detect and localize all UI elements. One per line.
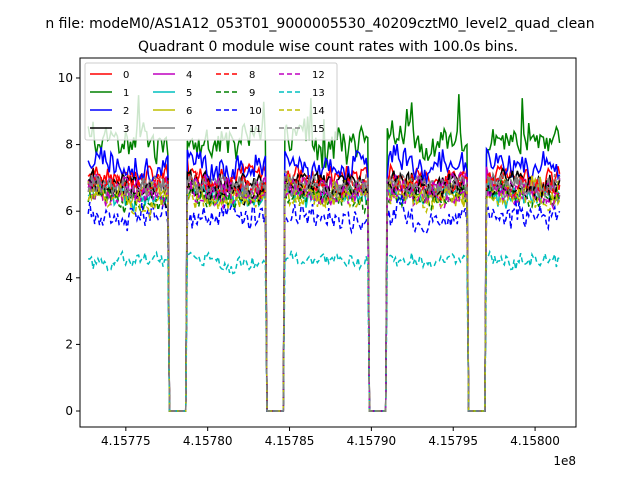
series-line-12 [87,177,561,412]
x-tick-label: 4.15795 [428,434,478,448]
plot-frame [79,57,577,428]
legend-label-9: 9 [249,88,255,99]
legend-label-7: 7 [186,124,192,135]
legend-label-1: 1 [123,88,129,99]
series-layer [87,94,561,412]
y-axis: 0 2 4 6 8 10 [58,71,80,418]
series-line-13 [88,249,560,412]
x-axis: 4.15775 4.15780 4.15785 4.15790 4.15795 4.158… [101,427,560,448]
legend-label-5: 5 [186,88,192,99]
series-line-11 [88,174,561,412]
x-tick-label: 4.15785 [265,434,315,448]
y-tick-label: 4 [65,271,73,285]
legend-label-4: 4 [186,70,192,81]
legend-label-15: 15 [312,124,325,135]
y-tick-label: 0 [65,404,73,418]
y-tick-label: 2 [65,337,73,351]
x-tick-label: 4.15800 [510,434,560,448]
y-tick-label: 8 [65,138,73,152]
legend-label-2: 2 [123,106,129,117]
x-tick-label: 4.15780 [183,434,233,448]
legend-label-11: 11 [249,124,262,135]
series-line-15 [87,169,561,412]
x-offset-label: 1e8 [553,454,576,468]
legend-label-14: 14 [312,106,325,117]
series-line-14 [87,182,561,412]
legend-label-0: 0 [123,70,129,81]
series-line-4 [87,166,561,412]
figure-suptitle: n file: modeM0/AS1A12_053T01_9000005530_… [45,16,594,32]
y-tick-label: 6 [65,204,73,218]
series-line-10 [87,195,561,412]
legend-label-6: 6 [186,106,192,117]
y-tick-label: 10 [58,71,73,85]
legend-label-8: 8 [249,70,255,81]
legend-box [84,62,338,141]
legend-label-10: 10 [249,106,262,117]
x-tick-label: 4.15790 [347,434,397,448]
x-tick-label: 4.15775 [101,434,151,448]
legend-label-12: 12 [312,70,325,81]
legend-label-3: 3 [123,124,129,135]
legend-label-13: 13 [312,88,325,99]
chart-title: Quadrant 0 module wise count rates with … [138,39,518,55]
